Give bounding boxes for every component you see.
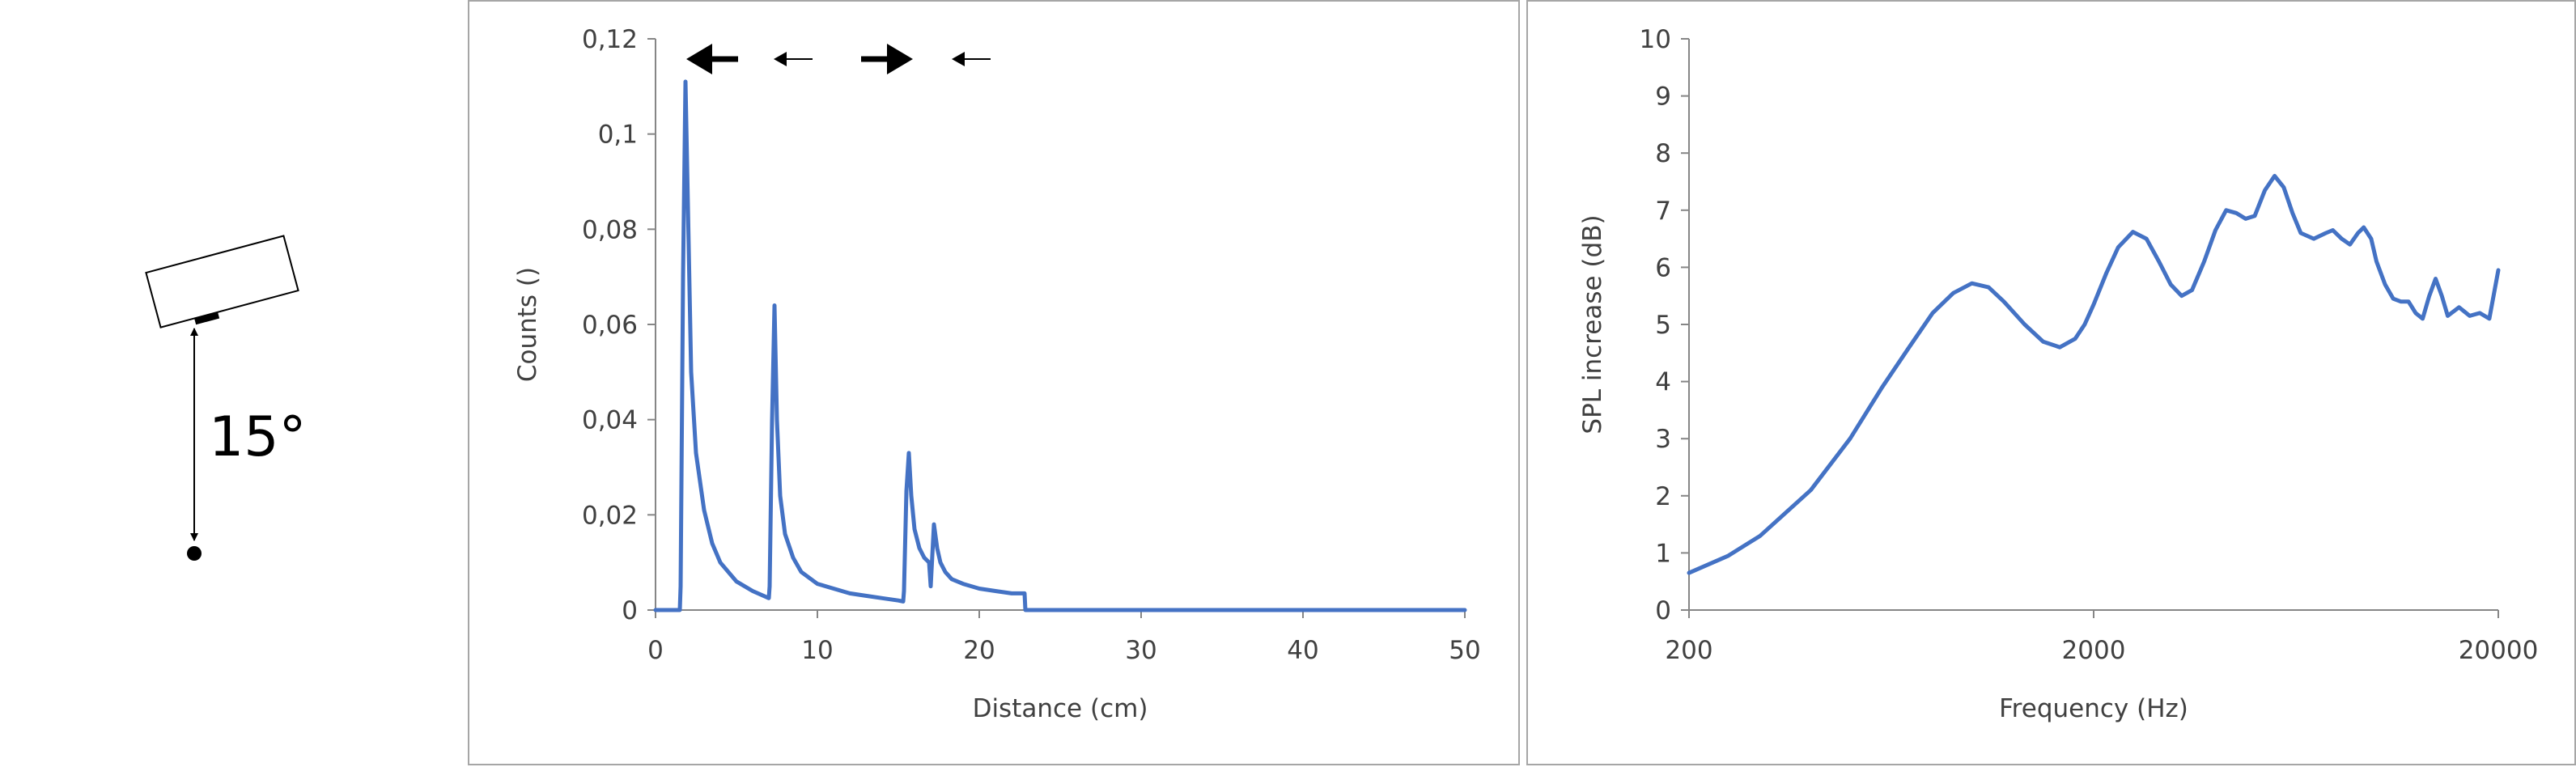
y-tick-label: 0,1 (598, 121, 638, 150)
y-tick-label: 0 (1655, 596, 1671, 625)
angle-label: 15° (209, 405, 307, 469)
y-tick-label: 8 (1655, 139, 1671, 168)
arrow-left-icon (774, 52, 787, 66)
frequency-chart-panel: 0 1 2 3 4 5 6 7 8 9 10 200 2000 20000 Frequency (Hz)… (1526, 0, 2576, 765)
orientation-diagram: 15° (145, 235, 307, 561)
measurement-point-dot (187, 546, 202, 561)
x-tick-label: 20 (963, 636, 995, 665)
x-tick-label: 10 (801, 636, 833, 665)
x-tick-label: 200 (1665, 636, 1712, 665)
y-tick-label: 6 (1655, 253, 1671, 282)
x-tick-label: 50 (1449, 636, 1480, 665)
y-tick-label: 4 (1655, 368, 1671, 397)
x-tick-label: 2000 (2062, 636, 2126, 665)
y-tick-label: 10 (1640, 25, 1671, 54)
x-axis-label: Distance (cm) (973, 694, 1148, 723)
y-tick-label: 2 (1655, 482, 1671, 511)
y-tick-label: 3 (1655, 425, 1671, 454)
x-tick-label: 30 (1125, 636, 1156, 665)
arrow-right-icon (887, 44, 913, 74)
series-line (653, 79, 1467, 612)
arrow-left-icon (952, 52, 965, 66)
y-axis-label: SPL increase (dB) (1578, 214, 1607, 434)
distance-chart: 0 0,02 0,04 0,06 0,08 0,1 0,12 0 10 20 30 40 50 Dis… (513, 25, 1481, 723)
arrow-left-icon (686, 44, 712, 74)
x-axis-label: Frequency (Hz) (1999, 694, 2188, 723)
speaker-box-shape (145, 235, 299, 328)
y-tick-label: 9 (1655, 83, 1671, 112)
y-tick-label: 0 (622, 596, 638, 625)
y-tick-label: 0,08 (582, 215, 638, 244)
y-tick-label: 0,06 (582, 311, 638, 340)
y-tick-label: 1 (1655, 539, 1671, 568)
y-axis-label: Counts () (513, 267, 542, 382)
distance-chart-panel: 0 0,02 0,04 0,06 0,08 0,1 0,12 0 10 20 30 40 50 Dis… (468, 0, 1520, 765)
x-tick-label: 40 (1287, 636, 1318, 665)
frequency-chart: 0 1 2 3 4 5 6 7 8 9 10 200 2000 20000 Frequency (Hz)… (1578, 25, 2539, 723)
y-tick-label: 7 (1655, 197, 1671, 226)
y-tick-label: 0,12 (582, 25, 638, 54)
x-tick-label: 0 (647, 636, 664, 665)
x-tick-label: 20000 (2459, 636, 2539, 665)
y-tick-label: 0,02 (582, 501, 638, 530)
y-tick-label: 0,04 (582, 406, 638, 435)
series-line (1687, 173, 2501, 575)
y-tick-label: 5 (1655, 311, 1671, 340)
